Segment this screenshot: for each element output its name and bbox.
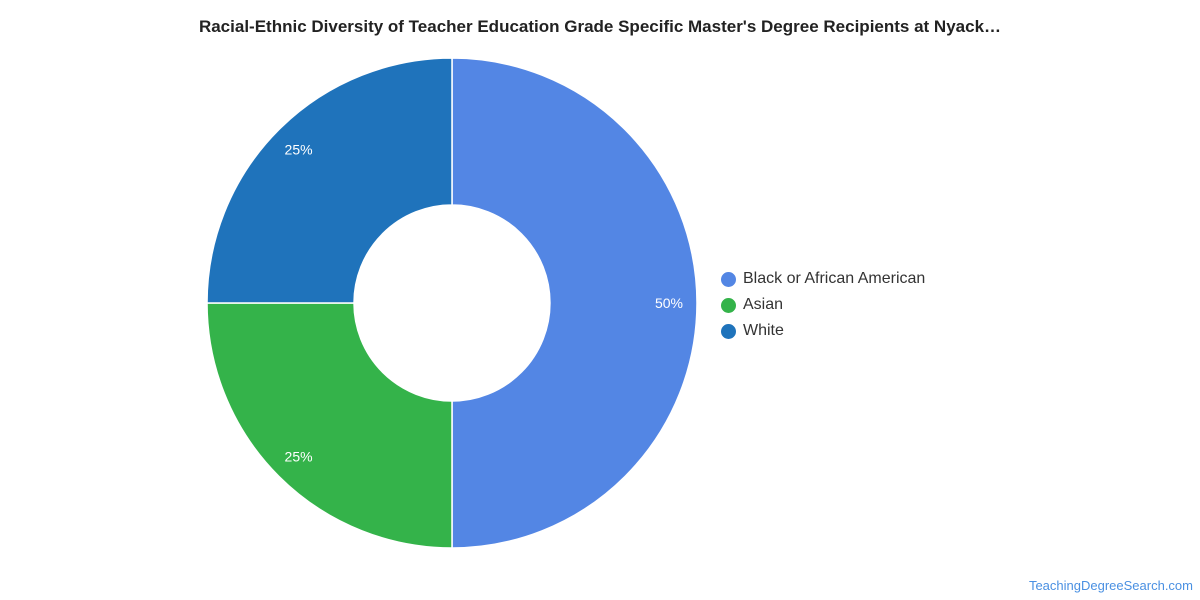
legend-label: Black or African American: [743, 270, 926, 287]
donut-slice: [206, 57, 453, 304]
chart-title: Racial-Ethnic Diversity of Teacher Educa…: [198, 17, 1002, 36]
legend-label: Asian: [743, 296, 784, 313]
donut-slice: [451, 57, 698, 549]
slice-value-label: 25%: [285, 142, 313, 158]
donut-slice-labels: 50% 25% 25%: [285, 142, 683, 465]
legend-item[interactable]: White: [721, 318, 925, 344]
legend-swatch: [721, 297, 736, 313]
slice-value-label: 50%: [655, 295, 683, 311]
donut-slice: [206, 302, 453, 549]
legend-item[interactable]: Black or African American: [721, 266, 925, 292]
donut-slices: [206, 57, 698, 549]
legend-swatch: [721, 271, 736, 287]
source-watermark-link[interactable]: TeachingDegreeSearch.com: [1028, 578, 1193, 593]
legend-label: White: [743, 322, 784, 339]
slice-value-label: 25%: [285, 448, 313, 464]
legend-item[interactable]: Asian: [721, 292, 925, 318]
chart-legend: Black or African American Asian White: [721, 266, 925, 344]
legend-swatch: [721, 323, 736, 339]
